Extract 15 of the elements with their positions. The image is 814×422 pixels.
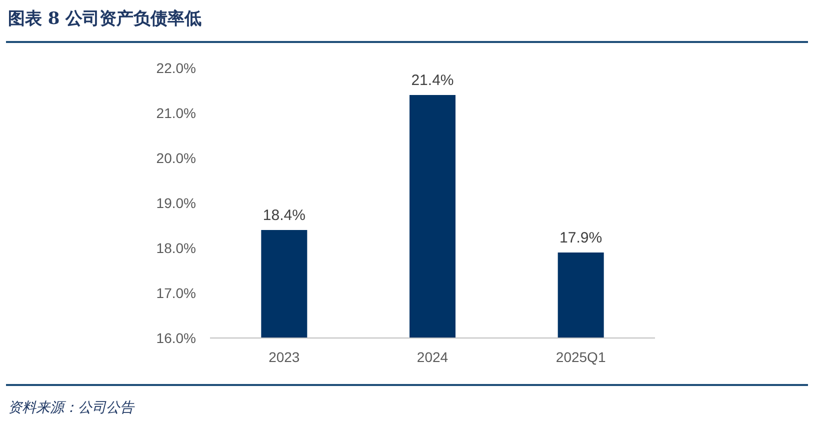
y-tick-label: 17.0% bbox=[156, 285, 196, 301]
chart-title: 图表 8 公司资产负债率低 bbox=[8, 9, 202, 29]
data-label: 17.9% bbox=[560, 230, 602, 246]
y-tick-label: 19.0% bbox=[156, 195, 196, 211]
text: 资料来源：公司公告 bbox=[8, 400, 135, 416]
y-tick-label: 18.0% bbox=[156, 240, 196, 256]
x-tick-label: 2024 bbox=[416, 349, 448, 365]
x-tick-label: 2025Q1 bbox=[556, 349, 606, 365]
data-label: 21.4% bbox=[411, 72, 454, 89]
data-label: 18.4% bbox=[262, 207, 306, 224]
y-tick-label: 22.0% bbox=[156, 60, 196, 76]
y-tick-label: 20.0% bbox=[156, 150, 196, 166]
y-tick-label: 21.0% bbox=[156, 105, 196, 121]
y-tick-label: 16.0% bbox=[156, 330, 196, 346]
x-tick-label: 2023 bbox=[268, 349, 300, 365]
